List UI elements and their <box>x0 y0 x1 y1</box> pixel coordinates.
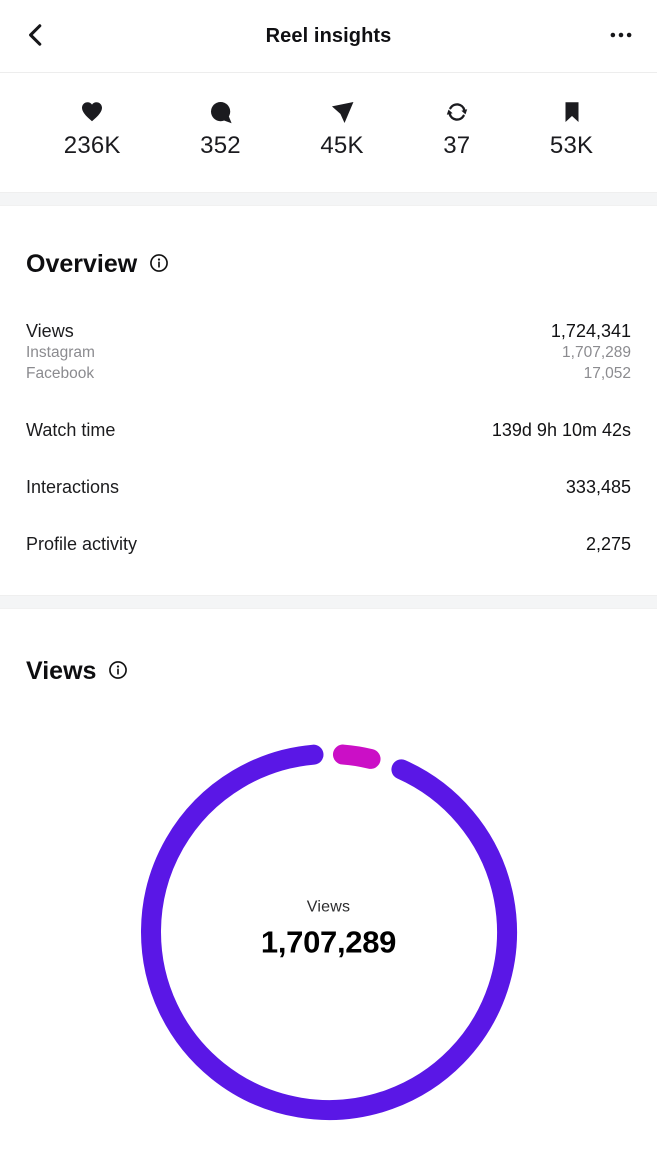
views-info-button[interactable] <box>107 659 129 684</box>
ellipsis-icon <box>608 22 634 51</box>
overview-info-button[interactable] <box>148 252 170 277</box>
metric-value: 2,275 <box>585 534 631 554</box>
overview-row-watch-time: Watch time 139d 9h 10m 42s <box>26 419 631 441</box>
metric-label: Watch time <box>26 420 116 440</box>
info-icon <box>148 252 170 277</box>
section-divider <box>0 192 657 206</box>
metric-value: 1,724,341 <box>550 321 631 341</box>
repost-icon <box>445 100 469 124</box>
donut-segment-instagram <box>140 744 517 1120</box>
sub-metric-label: Instagram <box>26 344 95 361</box>
views-heading: Views <box>26 657 97 685</box>
views-section: Views Views 1,707,289 <box>0 657 657 1132</box>
stat-saves: 53K <box>550 100 593 160</box>
metric-value: 333,485 <box>565 477 631 497</box>
overview-row-profile-activity: Profile activity 2,275 <box>26 533 631 555</box>
metric-label: Interactions <box>26 477 120 497</box>
likes-count: 236K <box>63 132 121 159</box>
section-divider <box>0 595 657 609</box>
header: Reel insights <box>0 0 657 73</box>
views-donut-svg <box>140 744 517 1120</box>
back-button[interactable] <box>14 14 58 58</box>
views-heading-row: Views <box>26 657 631 686</box>
share-icon <box>330 100 355 124</box>
stat-likes: 236K <box>64 100 121 160</box>
donut-center-value: 1,707,289 <box>260 924 397 960</box>
info-icon <box>107 659 129 684</box>
shares-count: 45K <box>320 132 364 159</box>
views-donut-chart: Views 1,707,289 <box>129 732 529 1132</box>
sub-metric-value: 1,707,289 <box>562 344 631 361</box>
comments-count: 352 <box>200 132 241 159</box>
metric-label: Views <box>26 321 74 341</box>
metric-label: Profile activity <box>26 534 138 554</box>
overview-row-interactions: Interactions 333,485 <box>26 476 631 498</box>
heart-icon <box>80 100 104 124</box>
donut-center: Views 1,707,289 <box>260 898 397 961</box>
comment-icon <box>209 100 233 124</box>
bookmark-icon <box>560 100 584 124</box>
overview-section: Overview Views 1,724,341 Instagram 1,707… <box>0 250 657 595</box>
stat-comments: 352 <box>200 100 241 160</box>
sub-metric-label: Facebook <box>26 365 95 382</box>
back-chevron-icon <box>23 22 49 51</box>
overview-heading-row: Overview <box>26 250 631 279</box>
overview-rows: Views 1,724,341 Instagram 1,707,289 Face… <box>26 320 631 595</box>
donut-segment-facebook <box>332 744 381 769</box>
metric-value: 139d 9h 10m 42s <box>491 420 631 440</box>
stat-shares: 45K <box>320 100 363 160</box>
page-title: Reel insights <box>265 24 392 47</box>
more-options-button[interactable] <box>599 14 643 58</box>
reposts-count: 37 <box>443 132 471 159</box>
overview-row-views: Views 1,724,341 Instagram 1,707,289 Face… <box>26 320 631 384</box>
engagement-stats-row: 236K 352 45K 37 <box>0 73 657 192</box>
stat-reposts: 37 <box>443 100 470 160</box>
sub-metric-value: 17,052 <box>583 365 631 382</box>
overview-heading: Overview <box>26 250 138 278</box>
saves-count: 53K <box>549 132 594 159</box>
donut-center-label: Views <box>306 898 351 916</box>
